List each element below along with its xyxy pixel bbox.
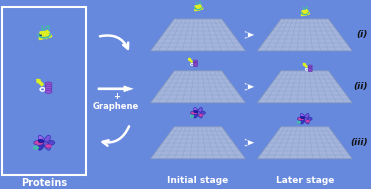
Polygon shape xyxy=(151,127,245,159)
Polygon shape xyxy=(257,19,352,51)
Ellipse shape xyxy=(45,140,55,145)
Text: (i): (i) xyxy=(356,30,368,40)
Ellipse shape xyxy=(304,118,309,124)
Ellipse shape xyxy=(194,60,197,62)
FancyArrow shape xyxy=(197,7,203,10)
Ellipse shape xyxy=(38,139,43,143)
FancyArrow shape xyxy=(40,30,49,35)
Ellipse shape xyxy=(194,108,198,114)
Ellipse shape xyxy=(194,63,197,64)
Ellipse shape xyxy=(306,120,310,122)
Ellipse shape xyxy=(46,144,52,148)
FancyArrow shape xyxy=(42,34,52,38)
Ellipse shape xyxy=(44,135,50,144)
Ellipse shape xyxy=(45,90,52,93)
FancyArrow shape xyxy=(37,79,43,86)
FancyArrow shape xyxy=(244,82,255,91)
FancyArrow shape xyxy=(194,8,201,11)
Ellipse shape xyxy=(194,61,197,63)
Ellipse shape xyxy=(38,141,45,150)
FancyArrow shape xyxy=(244,138,255,147)
FancyArrow shape xyxy=(188,58,193,62)
Ellipse shape xyxy=(308,66,312,68)
Text: +
Graphene: + Graphene xyxy=(93,92,139,112)
Ellipse shape xyxy=(45,84,52,87)
Ellipse shape xyxy=(45,82,52,85)
Ellipse shape xyxy=(38,135,45,144)
Ellipse shape xyxy=(301,113,305,120)
Text: (ii): (ii) xyxy=(353,82,368,91)
Ellipse shape xyxy=(191,111,198,115)
FancyArrow shape xyxy=(302,10,308,12)
Text: (iii): (iii) xyxy=(350,138,368,147)
Ellipse shape xyxy=(308,67,312,69)
Ellipse shape xyxy=(198,111,206,115)
Ellipse shape xyxy=(297,117,305,121)
Ellipse shape xyxy=(194,110,197,113)
Ellipse shape xyxy=(34,140,44,145)
Polygon shape xyxy=(151,71,245,103)
Polygon shape xyxy=(151,19,245,51)
Ellipse shape xyxy=(194,112,198,118)
FancyArrow shape xyxy=(195,5,201,7)
FancyArrow shape xyxy=(244,30,255,40)
FancyBboxPatch shape xyxy=(2,7,86,175)
Ellipse shape xyxy=(305,117,312,121)
Ellipse shape xyxy=(308,69,312,70)
Text: Proteins: Proteins xyxy=(21,178,68,188)
Ellipse shape xyxy=(308,70,312,72)
Polygon shape xyxy=(257,71,352,103)
Ellipse shape xyxy=(44,141,50,150)
Ellipse shape xyxy=(45,88,52,91)
Ellipse shape xyxy=(197,112,202,118)
FancyArrow shape xyxy=(303,63,307,67)
Ellipse shape xyxy=(301,118,305,124)
FancyArrow shape xyxy=(39,35,48,40)
Text: Later stage: Later stage xyxy=(276,176,334,185)
Ellipse shape xyxy=(301,116,304,119)
FancyArrow shape xyxy=(301,13,307,16)
Ellipse shape xyxy=(194,64,197,66)
Ellipse shape xyxy=(304,113,309,120)
FancyArrow shape xyxy=(97,85,135,93)
Ellipse shape xyxy=(199,114,203,116)
Ellipse shape xyxy=(308,65,312,67)
Text: Initial stage: Initial stage xyxy=(167,176,229,185)
Ellipse shape xyxy=(45,86,52,89)
FancyArrow shape xyxy=(303,12,310,15)
Ellipse shape xyxy=(194,65,197,67)
Polygon shape xyxy=(257,127,352,159)
Ellipse shape xyxy=(197,108,202,114)
